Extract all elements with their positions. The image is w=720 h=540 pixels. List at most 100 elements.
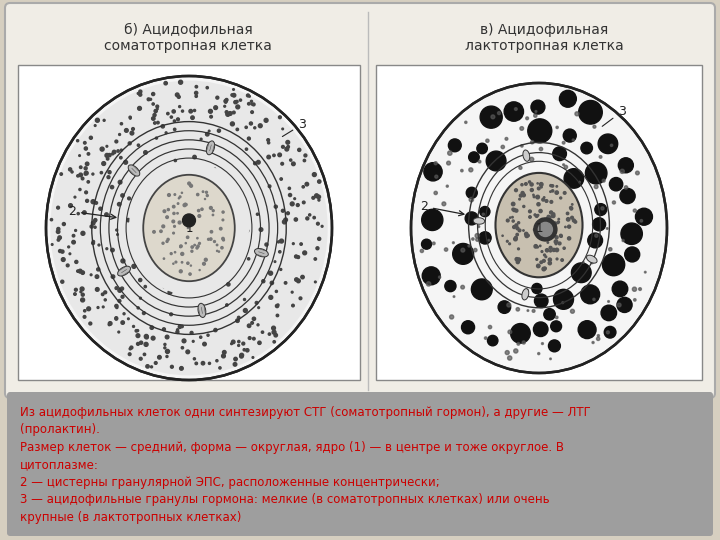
Circle shape: [478, 160, 481, 163]
Circle shape: [242, 342, 245, 345]
Circle shape: [297, 279, 300, 283]
Circle shape: [224, 105, 225, 107]
Circle shape: [125, 129, 128, 132]
Circle shape: [551, 321, 562, 332]
Circle shape: [486, 151, 506, 171]
Circle shape: [73, 293, 76, 295]
Circle shape: [84, 309, 86, 312]
Circle shape: [555, 248, 559, 252]
Circle shape: [517, 342, 520, 345]
Circle shape: [246, 148, 248, 150]
Circle shape: [167, 112, 169, 115]
Circle shape: [166, 216, 168, 219]
Ellipse shape: [522, 289, 528, 300]
Circle shape: [513, 226, 516, 228]
Circle shape: [192, 168, 194, 170]
Circle shape: [236, 128, 238, 131]
Circle shape: [102, 306, 104, 308]
Circle shape: [112, 153, 114, 155]
Circle shape: [519, 166, 522, 170]
Circle shape: [556, 258, 558, 260]
Circle shape: [513, 208, 516, 212]
Ellipse shape: [143, 175, 235, 281]
Circle shape: [318, 237, 320, 240]
Circle shape: [200, 138, 202, 140]
Circle shape: [534, 196, 535, 198]
Circle shape: [315, 194, 318, 198]
Circle shape: [272, 330, 276, 334]
Circle shape: [163, 286, 165, 288]
Circle shape: [80, 287, 84, 291]
Circle shape: [68, 204, 73, 207]
Circle shape: [306, 217, 309, 220]
Circle shape: [166, 240, 168, 242]
Circle shape: [219, 367, 221, 369]
Circle shape: [528, 216, 531, 218]
Circle shape: [150, 98, 152, 100]
Circle shape: [227, 283, 230, 286]
Circle shape: [57, 227, 60, 231]
Circle shape: [294, 255, 297, 258]
Circle shape: [545, 256, 546, 258]
Circle shape: [236, 105, 240, 109]
Circle shape: [313, 217, 315, 219]
Circle shape: [224, 99, 228, 103]
Circle shape: [226, 112, 230, 116]
Circle shape: [197, 245, 199, 247]
Circle shape: [269, 295, 273, 299]
Circle shape: [225, 111, 228, 113]
Circle shape: [111, 275, 114, 279]
Circle shape: [482, 213, 485, 215]
Circle shape: [248, 258, 250, 260]
Circle shape: [186, 350, 189, 354]
Circle shape: [74, 196, 76, 198]
Circle shape: [304, 154, 307, 157]
Circle shape: [66, 264, 69, 267]
Circle shape: [634, 299, 636, 301]
Circle shape: [206, 86, 208, 89]
Circle shape: [512, 217, 513, 218]
Circle shape: [282, 210, 284, 212]
Circle shape: [235, 319, 239, 322]
Circle shape: [95, 275, 99, 279]
Circle shape: [174, 194, 176, 195]
Circle shape: [289, 193, 292, 197]
Circle shape: [581, 142, 593, 154]
Circle shape: [95, 201, 97, 204]
Circle shape: [612, 281, 628, 296]
Circle shape: [95, 118, 99, 122]
Text: 3: 3: [602, 105, 626, 126]
Circle shape: [79, 188, 81, 191]
Circle shape: [251, 322, 253, 324]
Circle shape: [194, 244, 195, 246]
Circle shape: [180, 246, 181, 248]
Circle shape: [536, 195, 539, 199]
Circle shape: [269, 185, 271, 187]
Circle shape: [98, 244, 100, 246]
Circle shape: [531, 100, 545, 114]
Circle shape: [562, 302, 564, 303]
Circle shape: [243, 308, 247, 313]
Circle shape: [143, 353, 145, 355]
Circle shape: [160, 230, 162, 232]
Circle shape: [176, 118, 179, 121]
Circle shape: [86, 199, 89, 202]
Circle shape: [181, 252, 184, 255]
Circle shape: [518, 248, 519, 250]
Circle shape: [522, 341, 526, 344]
Circle shape: [305, 183, 309, 186]
Circle shape: [192, 340, 194, 342]
Circle shape: [547, 242, 549, 243]
Circle shape: [472, 279, 492, 300]
Circle shape: [253, 338, 255, 340]
Circle shape: [152, 92, 155, 96]
Circle shape: [165, 132, 167, 134]
Circle shape: [522, 193, 526, 197]
Circle shape: [563, 129, 576, 142]
Circle shape: [217, 129, 220, 132]
Circle shape: [222, 219, 224, 221]
Circle shape: [203, 342, 206, 346]
Circle shape: [106, 145, 108, 147]
Circle shape: [287, 212, 289, 215]
Circle shape: [156, 105, 158, 108]
